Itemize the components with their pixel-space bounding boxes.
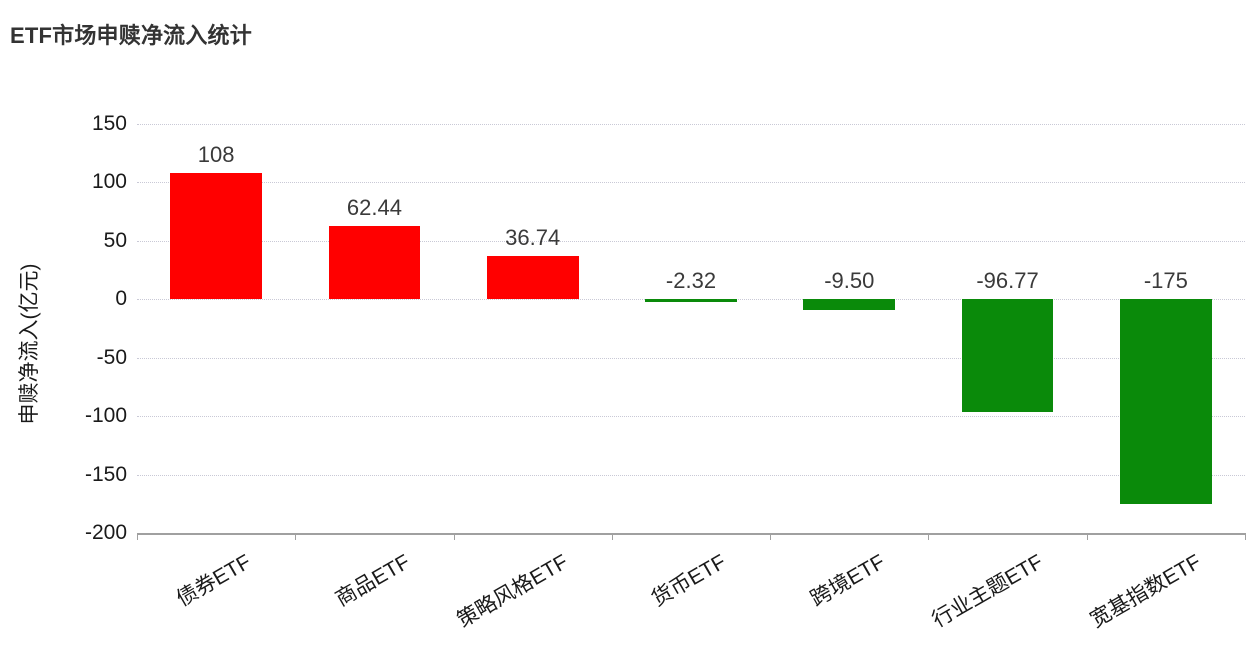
x-axis-tick	[770, 533, 772, 540]
y-axis-tick-label: -50	[96, 345, 127, 369]
gridline	[137, 416, 1245, 418]
x-axis-category-label: 行业主题ETF	[928, 550, 1047, 633]
x-axis-line	[137, 533, 1245, 535]
chart-figure: ETF市场申赎净流入统计 150 100 50 0 -50 -100 -150 -200 申赎…	[0, 0, 1246, 632]
bar-value-label: 108	[197, 142, 235, 168]
chart-title: ETF市场申赎净流入统计	[10, 23, 252, 48]
x-axis-category-label: 策略风格ETF	[453, 550, 573, 633]
y-axis-tick-labels: 150 100 50 0 -50 -100 -150 -200	[0, 0, 127, 610]
bar[interactable]	[961, 299, 1054, 413]
gridline	[137, 240, 1245, 242]
y-axis-tick-label: 100	[91, 170, 127, 194]
bar-value-label: -9.50	[824, 268, 875, 294]
gridline	[137, 182, 1245, 184]
gridline	[137, 124, 1245, 125]
bar[interactable]	[328, 226, 421, 300]
x-axis-tick	[928, 533, 930, 540]
gridline	[137, 474, 1245, 476]
y-axis-tick-label: 50	[103, 228, 127, 252]
x-axis-tick	[611, 533, 613, 540]
y-axis-tick-label: -200	[84, 521, 127, 544]
x-axis-category-label: 货币ETF	[648, 550, 731, 612]
bar-value-label: 36.74	[505, 225, 561, 251]
bar[interactable]	[170, 173, 263, 300]
x-axis-category-label: 跨境ETF	[806, 550, 889, 612]
y-axis-tick-label: 0	[115, 287, 127, 311]
bar[interactable]	[1119, 299, 1212, 504]
y-axis-tick-label: 150	[91, 112, 127, 135]
bar-value-label: 62.44	[346, 195, 402, 221]
x-axis-category-label: 宽基指数ETF	[1086, 550, 1206, 633]
bar-value-label: -175	[1143, 268, 1188, 294]
plot-area: 108 62.44 36.74 -2.32 -9.50 -96.77 -175	[137, 124, 1245, 534]
bar[interactable]	[803, 299, 896, 311]
y-axis-tick-label: -100	[84, 404, 127, 428]
bar-value-label: -96.77	[976, 268, 1039, 294]
x-axis-tick	[295, 533, 297, 540]
x-axis-category-label: 商品ETF	[331, 550, 414, 612]
x-axis-tick	[453, 533, 455, 540]
bar[interactable]	[645, 299, 737, 303]
gridline	[137, 357, 1245, 359]
y-axis-title: 申赎净流入(亿元)	[18, 263, 41, 425]
x-axis-tick	[1245, 533, 1246, 540]
y-axis-tick-label: -150	[84, 462, 127, 486]
bar-value-label: -2.32	[665, 268, 717, 294]
x-axis-tick	[137, 533, 138, 540]
bar[interactable]	[486, 256, 579, 300]
x-axis-tick	[1086, 533, 1088, 540]
